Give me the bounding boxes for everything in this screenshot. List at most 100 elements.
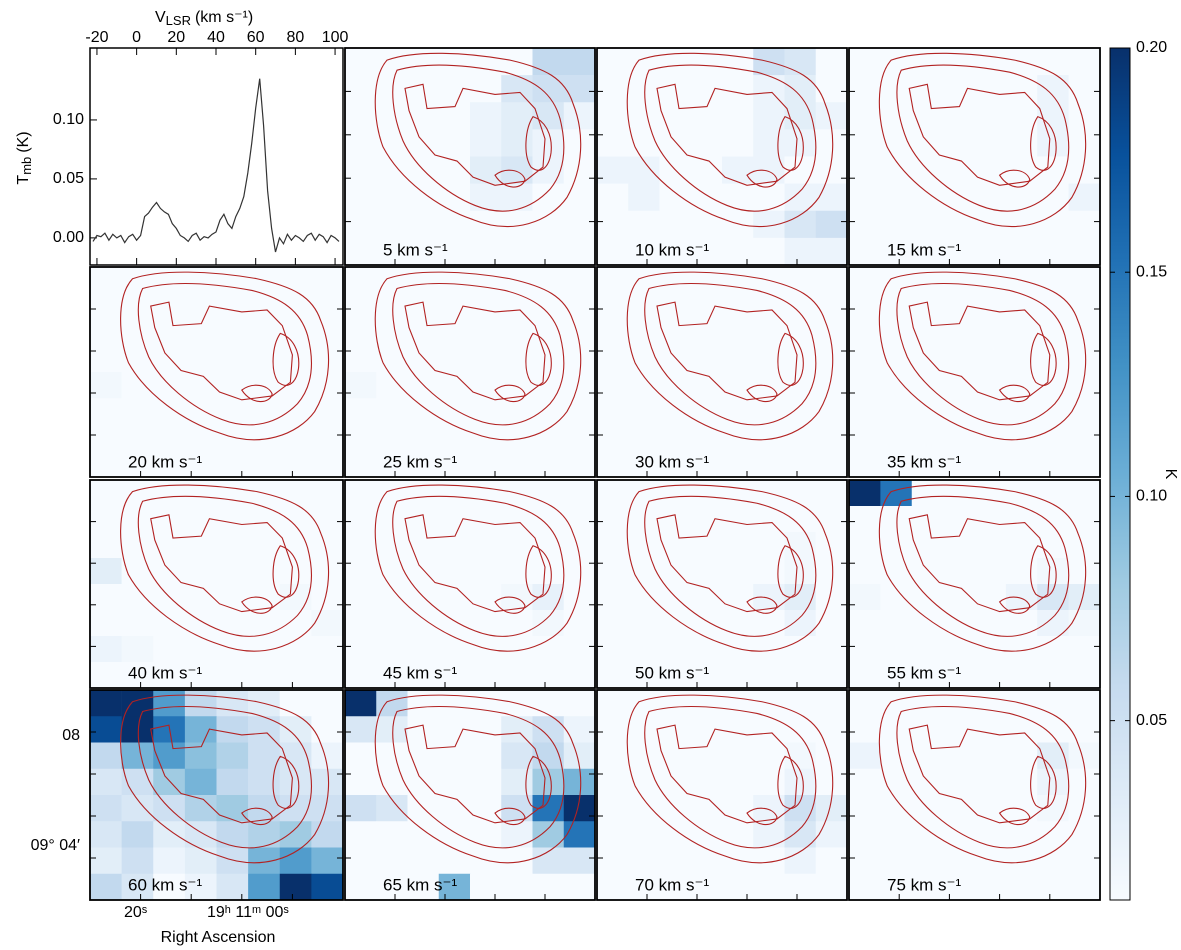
map-cell [563,662,596,689]
map-cell [121,398,154,425]
map-cell [784,690,817,717]
map-cell [784,768,817,796]
map-cell [216,662,249,689]
map-cell [722,821,754,848]
map-cell [628,102,660,130]
map-cell [311,610,344,637]
map-cell [722,584,754,611]
map-cell [501,319,533,347]
map-cell [659,610,692,637]
map-cell [376,319,408,347]
map-cell [1037,690,1069,717]
map-cell [121,821,154,848]
map-cell [121,847,154,875]
map-cell [532,506,565,533]
map-cell [784,662,817,689]
map-cell [470,690,502,717]
map-cell [121,716,154,743]
map-cell [722,183,754,212]
map-cell [722,237,754,266]
map-cell [815,506,848,533]
map-cell [248,636,281,663]
map-cell [1005,102,1038,130]
map-cell [216,584,249,611]
map-cell [470,450,502,478]
map-cell [501,102,533,130]
map-cell [153,662,186,689]
map-cell [849,584,881,611]
map-cell [407,450,440,478]
map-cell [597,480,629,507]
map-cell [438,156,471,184]
map-cell [849,183,881,212]
map-cell [470,558,502,585]
map-cell [438,690,471,717]
map-cell [597,636,629,663]
map-cell [311,558,344,585]
map-cell [690,768,723,796]
map-cell [184,662,217,689]
map-cell [532,480,565,507]
map-cell [974,129,1007,157]
map-cell [815,398,848,425]
map-cell [911,48,944,76]
map-cell [597,768,629,796]
map-cell [90,372,122,399]
map-cell [722,267,754,294]
channel-label: 5 km s⁻¹ [383,240,448,259]
map-cell [563,506,596,533]
map-cell [974,480,1007,507]
map-cell [184,372,217,399]
map-cell [153,345,186,373]
map-frame [344,266,596,478]
map-cell [376,768,408,796]
map-cell [345,821,377,848]
map-cell [532,558,565,585]
map-cell [90,690,122,717]
map-cell [849,267,881,294]
map-cell [121,293,154,320]
map-cell [815,662,848,689]
map-cell [753,319,785,347]
map-cell [376,742,408,770]
map-cell [376,450,408,478]
map-cell [279,690,312,717]
map-cell [974,636,1007,663]
map-cell [184,267,217,294]
map-cell [815,75,848,103]
spectrum-line [92,78,340,253]
map-cell [376,398,408,425]
map-cell [1068,450,1101,478]
map-cell [659,424,692,452]
map-cell [659,558,692,585]
map-cell [438,480,471,507]
map-cell [216,319,249,347]
map-cell [597,398,629,425]
x-axis-label: Right Ascension [161,929,276,946]
channel-map: 50 km s⁻¹ [596,479,848,689]
map-cell [690,873,723,901]
map-cell [216,847,249,875]
map-cell [532,450,565,478]
map-cell [563,237,596,266]
map-cell [1005,636,1038,663]
map-cell [90,293,122,320]
channel-label: 70 km s⁻¹ [635,875,709,894]
map-cell [628,610,660,637]
map-cell [1068,267,1101,294]
map-cell [690,690,723,717]
map-cell [532,48,565,76]
map-cell [597,183,629,212]
map-cell [1037,558,1069,585]
map-cell [628,183,660,212]
map-cell [470,610,502,637]
map-cell [974,821,1007,848]
map-cell [849,129,881,157]
map-cell [407,610,440,637]
map-cell [345,424,377,452]
map-cell [628,237,660,266]
map-cell [722,716,754,743]
map-cell [470,768,502,796]
map-cell [597,847,629,875]
map-cell [911,102,944,130]
